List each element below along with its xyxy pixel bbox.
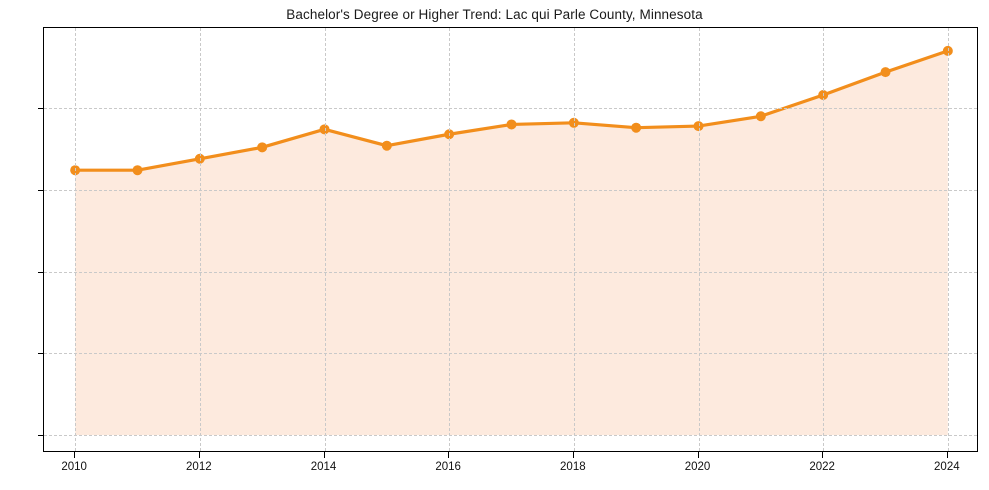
gridline-vertical <box>75 28 77 451</box>
data-point-marker[interactable]: 2019: 18.8% <box>631 122 642 133</box>
x-axis-tick-mark <box>74 452 76 458</box>
x-axis-tick-mark <box>198 452 200 458</box>
gridline-horizontal <box>44 271 977 273</box>
plot-inner: 2010: 16.2%2011: 16.2%2012: 16.9%2013: 1… <box>38 28 977 451</box>
y-axis-tick-mark <box>38 271 44 273</box>
y-axis-tick-mark <box>38 189 44 191</box>
gridline-horizontal <box>44 435 977 437</box>
y-axis-tick-mark <box>38 108 44 110</box>
gridline-horizontal <box>44 353 977 355</box>
line-series-svg: 2010: 16.2%2011: 16.2%2012: 16.9%2013: 1… <box>70 45 953 436</box>
data-point-marker[interactable]: 2017: 19% <box>506 119 517 130</box>
area-fill <box>75 50 948 436</box>
x-axis-tick-mark <box>822 452 824 458</box>
gridline-vertical <box>199 28 201 451</box>
x-axis-tick-label: 2022 <box>809 461 835 473</box>
x-axis-tick-mark <box>946 452 948 458</box>
x-axis-tick-mark <box>572 452 574 458</box>
data-point-marker[interactable]: 2013: 17.6% <box>257 142 268 153</box>
x-axis-tick-label: 2020 <box>684 461 711 473</box>
x-axis-tick-label: 2018 <box>560 461 586 473</box>
x-axis-tick-label: 2012 <box>186 461 212 473</box>
gridline-vertical <box>698 28 700 451</box>
gridline-vertical <box>823 28 825 451</box>
y-axis-tick-mark <box>38 353 44 355</box>
gridline-horizontal <box>44 108 977 110</box>
gridline-vertical <box>947 28 949 451</box>
x-axis-tick-label: 2014 <box>310 461 337 473</box>
gridline-vertical <box>573 28 575 451</box>
x-axis-tick-mark <box>323 452 325 458</box>
x-axis-tick-mark <box>697 452 699 458</box>
data-point-marker[interactable]: 2015: 17.7% <box>381 140 392 151</box>
y-axis-tick-mark <box>38 435 44 437</box>
chart-title: Bachelor's Degree or Higher Trend: Lac q… <box>286 7 703 22</box>
x-axis-tick-label: 2024 <box>934 461 960 473</box>
x-axis-tick-mark <box>448 452 450 458</box>
data-point-marker[interactable]: 2011: 16.2% <box>132 165 143 176</box>
data-point-marker[interactable]: 2021: 19.5% <box>755 111 766 122</box>
data-point-marker[interactable]: 2023: 22.2% <box>880 67 891 78</box>
x-axis-tick-label: 2010 <box>61 461 87 473</box>
gridline-vertical <box>449 28 451 451</box>
x-axis-tick-label: 2016 <box>435 461 461 473</box>
gridline-horizontal <box>44 189 977 191</box>
gridline-vertical <box>324 28 326 451</box>
plot-area: 2010: 16.2%2011: 16.2%2012: 16.9%2013: 1… <box>38 27 978 452</box>
